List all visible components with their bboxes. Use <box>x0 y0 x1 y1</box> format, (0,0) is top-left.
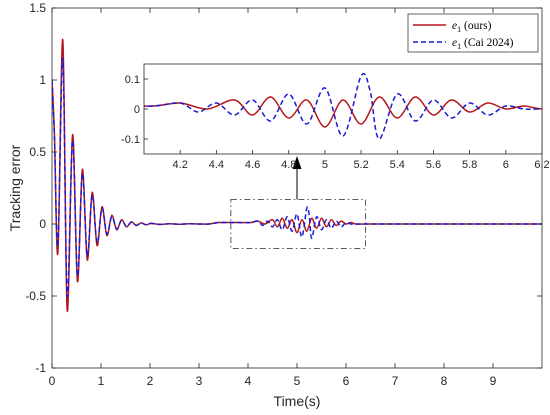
x-tick-label: 5 <box>294 374 301 388</box>
inset-x-tick-label: 6.2 <box>534 159 549 171</box>
inset-x-tick-label: 4.6 <box>245 159 260 171</box>
inset-y-tick-label: 0 <box>134 104 140 116</box>
zoom-arrow-head <box>292 156 302 169</box>
inset-x-tick-label: 4.4 <box>209 159 224 171</box>
inset-y-tick-label: 0.1 <box>125 74 140 86</box>
inset-y-tick-label: -0.1 <box>121 134 140 146</box>
y-tick-label: -1 <box>35 361 46 375</box>
x-tick-label: 7 <box>392 374 399 388</box>
x-tick-label: 4 <box>245 374 252 388</box>
legend-box <box>407 13 539 53</box>
y-tick-label: 1.5 <box>29 1 46 15</box>
legend: e1 (ours) e1 (Cai 2024) <box>407 13 539 53</box>
x-tick-label: 9 <box>490 374 497 388</box>
x-tick-label: 0 <box>49 374 56 388</box>
inset-plot-area <box>144 72 542 140</box>
inset-x-tick-label: 5.8 <box>462 159 477 171</box>
zoom-region-box <box>230 199 367 249</box>
y-tick-label: 0.5 <box>29 145 46 159</box>
inset-series-line-e1-cai-2024 <box>144 72 542 140</box>
main-axis-ticks: 0 1 2 3 4 5 6 7 8 9 -1 -0.5 0 0.5 1 1.5 <box>25 1 542 388</box>
legend-label-ours: e1 (ours) <box>452 20 492 34</box>
x-tick-label: 1 <box>98 374 105 388</box>
inset-x-tick-label: 4.2 <box>173 159 188 171</box>
x-tick-label: 2 <box>147 374 154 388</box>
inset-axis-ticks: 4.2 4.4 4.6 4.8 5 5.2 5.4 5.6 5.8 6 6.2 -0.1 0 0.1 <box>121 74 550 171</box>
x-tick-label: 6 <box>343 374 350 388</box>
main-plot-area <box>52 38 542 312</box>
legend-label-cai-2024: e1 (Cai 2024) <box>452 37 514 51</box>
inset-x-tick-label: 5.2 <box>353 159 368 171</box>
inset-x-tick-label: 4.8 <box>281 159 296 171</box>
y-tick-label: 1 <box>39 73 46 87</box>
y-tick-label: 0 <box>39 217 46 231</box>
x-tick-label: 3 <box>196 374 203 388</box>
y-tick-label: -0.5 <box>25 289 46 303</box>
x-axis-label: Time(s) <box>274 393 321 409</box>
inset-series-line-e1-ours <box>144 96 542 128</box>
series-line-e1-cai-2024 <box>52 57 542 298</box>
y-axis-label: Tracking error <box>7 144 23 231</box>
inset-x-tick-label: 5.4 <box>390 159 405 171</box>
x-tick-label: 8 <box>441 374 448 388</box>
inset-x-tick-label: 5 <box>322 159 328 171</box>
inset-x-tick-label: 6 <box>503 159 509 171</box>
inset-x-tick-label: 5.6 <box>426 159 441 171</box>
